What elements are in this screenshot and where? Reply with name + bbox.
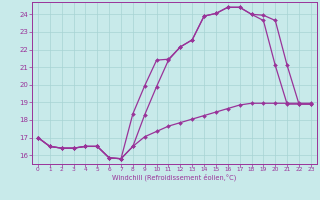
X-axis label: Windchill (Refroidissement éolien,°C): Windchill (Refroidissement éolien,°C) [112,174,236,181]
